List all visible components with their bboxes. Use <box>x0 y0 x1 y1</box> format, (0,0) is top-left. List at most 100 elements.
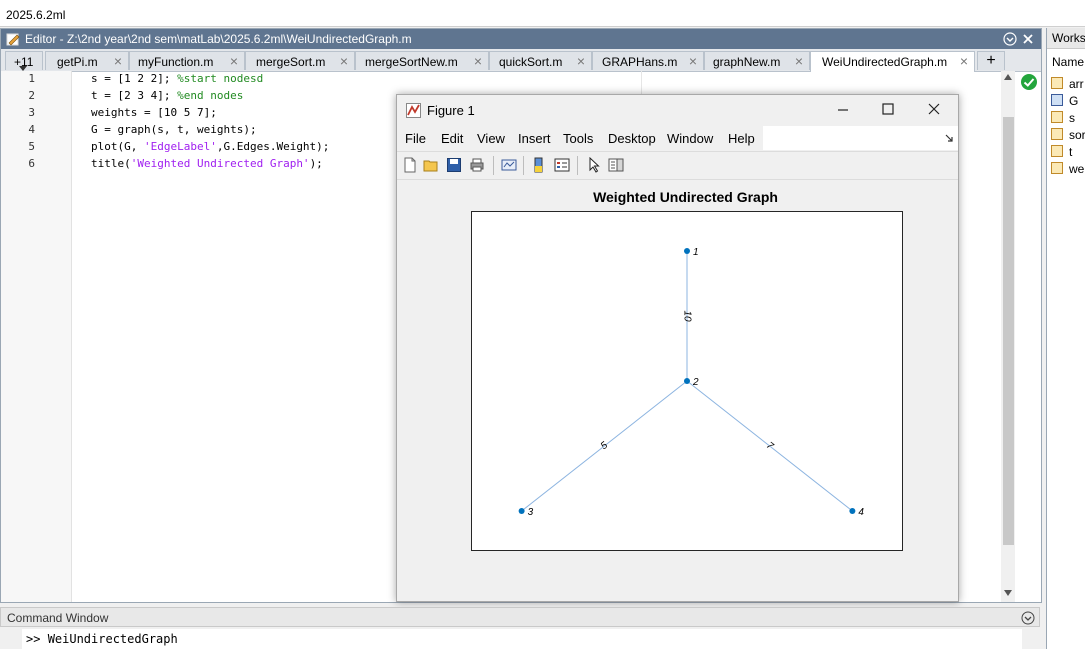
menu-help[interactable]: Help <box>728 131 755 146</box>
code-line-3: weights = [10 5 7]; <box>91 106 217 119</box>
tab-quicksort[interactable]: quickSort.m × <box>489 51 592 70</box>
tab-getpi[interactable]: getPi.m × <box>45 51 129 70</box>
tab-weiundirectedgraph[interactable]: WeiUndirectedGraph.m × <box>810 51 975 72</box>
code-analyzer-ok-icon[interactable] <box>1020 73 1038 91</box>
plot-title: Weighted Undirected Graph <box>593 189 778 205</box>
workspace-panel: Works Name arr G s sor t wei <box>1046 28 1085 649</box>
close-tab-icon[interactable]: × <box>794 53 803 69</box>
tab-label: myFunction.m <box>138 55 214 69</box>
menu-edit[interactable]: Edit <box>441 131 464 146</box>
menu-view[interactable]: View <box>477 131 505 146</box>
edge-weight-label: 10 <box>681 310 692 322</box>
command-window-title-bar: Command Window <box>0 607 1040 627</box>
figure-window: Figure 1 File Edit View Insert Tools Des… <box>396 94 959 602</box>
scroll-up-icon[interactable] <box>1004 74 1012 80</box>
command-input[interactable]: >> WeiUndirectedGraph <box>22 629 1022 649</box>
menu-insert[interactable]: Insert <box>518 131 551 146</box>
tab-label: quickSort.m <box>499 55 563 69</box>
code-text: ); <box>309 157 323 170</box>
tab-graphans[interactable]: GRAPHans.m × <box>592 51 704 70</box>
code-line-1: s = [1 2 2]; %start nodesd <box>91 72 263 85</box>
menu-tools[interactable]: Tools <box>563 131 594 146</box>
command-prompt: >> <box>26 632 48 646</box>
close-icon[interactable] <box>928 103 940 115</box>
tab-overflow-arrow-icon <box>19 66 27 71</box>
insert-colorbar-icon[interactable] <box>531 157 547 173</box>
tab-mergesort[interactable]: mergeSort.m × <box>245 51 355 70</box>
tab-mergesortnew[interactable]: mergeSortNew.m × <box>355 51 489 70</box>
insert-legend-icon[interactable] <box>554 157 570 173</box>
scroll-down-icon[interactable] <box>1004 590 1012 596</box>
panel-menu-icon[interactable] <box>1021 611 1035 625</box>
workspace-variable[interactable]: wei <box>1051 161 1085 177</box>
matrix-icon <box>1051 111 1063 123</box>
matlab-figure-icon <box>406 103 421 118</box>
link-plot-icon[interactable] <box>501 157 517 173</box>
line-number: 2 <box>28 89 35 102</box>
close-tab-icon[interactable]: × <box>339 53 348 69</box>
code-text: G = graph(s, t, weights); <box>91 123 257 136</box>
editor-title: Editor - Z:\2nd year\2nd sem\matLab\2025… <box>25 32 412 46</box>
close-tab-icon[interactable]: × <box>576 53 585 69</box>
workspace-title-bar: Works <box>1047 28 1085 49</box>
code-line-6: title('Weighted Undirected Graph'); <box>91 157 323 170</box>
open-file-icon[interactable] <box>423 157 439 173</box>
code-text: t = [2 3 4]; <box>91 89 178 102</box>
current-folder-bar[interactable]: 2025.6.2ml <box>0 0 1085 27</box>
menu-file[interactable]: File <box>405 131 426 146</box>
editor-scroll-thumb[interactable] <box>1003 117 1014 545</box>
property-inspector-icon[interactable] <box>608 157 624 173</box>
toolbar-separator <box>577 156 578 175</box>
variable-name: arr <box>1069 77 1084 91</box>
new-tab-button[interactable]: + <box>977 51 1005 70</box>
tab-label: WeiUndirectedGraph.m <box>822 55 948 69</box>
edit-plot-arrow-icon[interactable] <box>586 157 602 173</box>
close-tab-icon[interactable]: × <box>473 53 482 69</box>
figure-title: Figure 1 <box>427 103 475 118</box>
tab-label: mergeSortNew.m <box>365 55 458 69</box>
workspace-name-header[interactable]: Name <box>1052 55 1085 69</box>
workspace-variable[interactable]: G <box>1051 93 1085 109</box>
figure-title-bar[interactable]: Figure 1 <box>397 95 958 125</box>
panel-menu-icon[interactable] <box>1003 32 1017 46</box>
plot-axes[interactable]: 10 5 7 1 2 3 4 <box>471 211 903 551</box>
editor-title-bar: Editor - Z:\2nd year\2nd sem\matLab\2025… <box>1 29 1041 49</box>
menu-desktop[interactable]: Desktop <box>608 131 656 146</box>
maximize-icon[interactable] <box>882 103 894 115</box>
line-number: 3 <box>28 106 35 119</box>
close-tab-icon[interactable]: × <box>229 53 238 69</box>
line-number-gutter: 1 2 3 4 5 6 <box>1 71 72 602</box>
tab-myfunction[interactable]: myFunction.m × <box>129 51 245 70</box>
workspace-variable[interactable]: s <box>1051 110 1085 126</box>
workspace-variable[interactable]: sor <box>1051 127 1085 143</box>
command-window-panel: Command Window >> WeiUndirectedGraph <box>0 607 1042 649</box>
graph-plot: 10 5 7 1 2 3 4 <box>518 247 864 518</box>
figure-menu-bar: File Edit View Insert Tools Desktop Wind… <box>397 126 763 150</box>
figure-toolbar <box>397 151 958 180</box>
code-comment: %end nodes <box>177 89 244 102</box>
close-tab-icon[interactable]: × <box>959 53 968 69</box>
minimize-icon[interactable] <box>837 105 849 115</box>
line-number: 1 <box>28 72 35 85</box>
print-icon[interactable] <box>469 157 485 173</box>
close-editor-icon[interactable] <box>1022 33 1034 45</box>
workspace-variable[interactable]: t <box>1051 144 1085 160</box>
tab-overflow-label: +11 <box>14 55 34 69</box>
tab-graphnew[interactable]: graphNew.m × <box>704 51 810 70</box>
close-tab-icon[interactable]: × <box>688 53 697 69</box>
workspace-variable[interactable]: arr <box>1051 76 1085 92</box>
close-tab-icon[interactable]: × <box>113 53 122 69</box>
edge-weight-label: 7 <box>764 440 776 452</box>
toolbar-separator <box>493 156 494 175</box>
graph-node <box>684 248 690 254</box>
matrix-icon <box>1051 145 1063 157</box>
menu-window[interactable]: Window <box>667 131 714 146</box>
code-comment: %start nodesd <box>177 72 264 85</box>
new-figure-icon[interactable] <box>402 157 418 173</box>
save-icon[interactable] <box>446 157 462 173</box>
line-number: 5 <box>28 140 35 153</box>
tab-overflow[interactable]: +11 <box>5 51 43 70</box>
dock-figure-icon[interactable] <box>945 134 953 142</box>
edge-weight-label: 5 <box>599 440 611 452</box>
line-number: 4 <box>28 123 35 136</box>
